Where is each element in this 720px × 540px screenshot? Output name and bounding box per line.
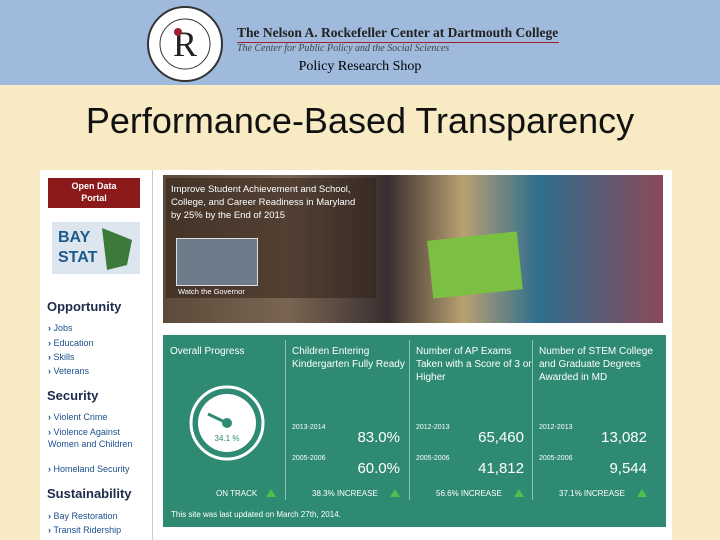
rule [237,42,559,43]
nav-link[interactable]: Homeland Security [48,464,130,474]
slide-title: Performance-Based Transparency [85,100,635,141]
change-arrow [390,489,400,497]
divider [409,340,410,500]
metric-period: 2012-2013 [539,424,573,431]
metric-value: 60.0% [357,460,400,477]
metric-change: 37.1% INCREASE [559,489,625,498]
baystat-word: BAY [58,229,91,246]
baystat-logo: BAY STAT [52,222,140,274]
metric-period: 2012-2013 [416,424,450,431]
metric-value: 9,544 [609,460,647,477]
nav-link[interactable]: Violence Against Women and Children [48,426,136,450]
progress-status: ON TRACK [216,489,258,498]
metric-change: 38.3% INCREASE [312,489,378,498]
nav-link[interactable]: Skills [48,352,75,362]
metric-period: 2005-2006 [292,455,326,462]
section-heading: Opportunity [47,299,122,314]
metric-value: 13,082 [601,429,647,446]
open-data-button[interactable]: Open Data Portal [48,178,140,208]
logo: R [147,6,223,82]
divider [532,340,533,500]
nav-link[interactable]: Violent Crime [48,412,108,422]
shop-name: Policy Research Shop [298,59,422,74]
metric-value: 65,460 [478,429,524,446]
section-heading: Security [47,388,99,403]
video-thumb[interactable] [176,238,258,286]
metric-value: 41,812 [478,460,524,477]
baystat-word: STAT [58,249,98,266]
section-heading: Sustainability [47,486,132,501]
gauge: 34.1 % [189,385,265,461]
metric-heading: Number of AP Exams Taken with a Score of… [416,346,532,383]
update-note: This site was last updated on March 27th… [171,510,341,519]
metric-period: 2005-2006 [416,455,450,462]
gauge-value: 34.1 % [215,434,240,443]
nav-link[interactable]: Jobs [48,323,73,333]
progress-heading: Overall Progress [170,346,245,357]
change-arrow [514,489,524,497]
sidebar-border [152,170,153,540]
nav-link[interactable]: Education [48,338,94,348]
change-arrow [637,489,647,497]
tagline: The Center for Public Policy and the Soc… [237,43,450,54]
status-arrow [266,489,276,497]
video-caption[interactable]: Watch the Governor [178,287,245,296]
org-name: The Nelson A. Rockefeller Center at Dart… [237,25,559,40]
divider [285,340,286,500]
metric-value: 83.0% [357,429,400,446]
book [427,231,523,299]
metric-heading: Number of STEM College and Graduate Degr… [539,346,653,383]
nav-link[interactable]: Veterans [48,366,90,376]
metric-period: 2013-2014 [292,424,326,431]
metric-period: 2005-2006 [539,455,573,462]
nav-link[interactable]: Transit Ridership [48,525,122,535]
nav-link[interactable]: Bay Restoration [48,511,118,521]
metric-heading: Children Entering Kindergarten Fully Rea… [292,346,405,370]
banner-goal: Improve Student Achievement and School, … [171,184,356,221]
metric-change: 56.6% INCREASE [436,489,502,498]
